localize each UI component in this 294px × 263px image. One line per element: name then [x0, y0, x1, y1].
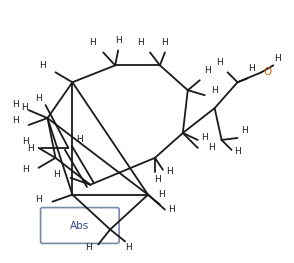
- Text: H: H: [241, 125, 248, 134]
- Text: H: H: [22, 165, 29, 174]
- Text: H: H: [85, 243, 92, 252]
- Text: H: H: [201, 133, 208, 143]
- Text: H: H: [216, 58, 223, 67]
- Text: O: O: [263, 67, 271, 77]
- Text: H: H: [89, 38, 96, 47]
- Text: H: H: [158, 190, 165, 199]
- Text: H: H: [76, 135, 83, 144]
- Text: Abs: Abs: [70, 220, 89, 230]
- Text: H: H: [35, 94, 42, 103]
- Text: H: H: [12, 115, 19, 125]
- Text: H: H: [204, 66, 211, 75]
- Text: H: H: [166, 167, 173, 176]
- Text: H: H: [22, 138, 29, 146]
- Text: H: H: [168, 205, 175, 214]
- Text: H: H: [274, 54, 281, 63]
- Text: H: H: [35, 195, 42, 204]
- Text: H: H: [21, 103, 28, 112]
- Text: H: H: [234, 147, 241, 156]
- Text: H: H: [115, 36, 121, 45]
- Text: H: H: [27, 144, 34, 153]
- Text: H: H: [53, 170, 60, 179]
- FancyBboxPatch shape: [41, 208, 119, 243]
- Text: H: H: [248, 64, 255, 73]
- Text: H: H: [161, 38, 168, 47]
- Text: H: H: [39, 61, 46, 70]
- Text: H: H: [137, 38, 143, 47]
- Text: H: H: [12, 100, 19, 109]
- Text: H: H: [125, 243, 131, 252]
- Text: H: H: [208, 143, 215, 153]
- Text: H: H: [155, 175, 161, 184]
- Text: H: H: [211, 86, 218, 95]
